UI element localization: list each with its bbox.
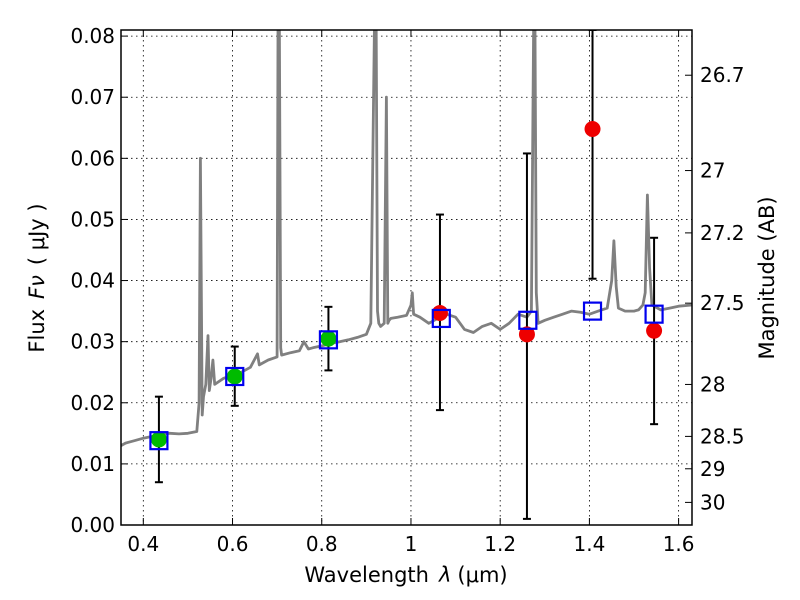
model-point xyxy=(149,431,169,451)
y-tick-label: 0.02 xyxy=(70,391,115,415)
y-tick-label: 0.06 xyxy=(70,146,115,170)
model-point xyxy=(225,366,245,387)
data-point xyxy=(518,326,535,343)
axes: 0.4 0.6 0.8 1 1.2 1.4 1.6 0.00 0.01 0.02 0.03 0.04 0… xyxy=(70,24,744,556)
y2-tick-label: 27.2 xyxy=(700,221,745,245)
plot-frame xyxy=(120,29,693,526)
y2-tick-label: 28 xyxy=(700,372,725,396)
x-axis-title: Wavelength λ (μm) xyxy=(304,563,507,587)
x-tick-label: 0.4 xyxy=(127,532,159,556)
x-tick-label: 1.6 xyxy=(663,532,695,556)
y-axis-title: FluxFν( μJy ) xyxy=(25,203,49,352)
x-tick-label: 1 xyxy=(405,532,418,556)
x-tick-label: 0.6 xyxy=(217,532,249,556)
y2-tick-label: 29 xyxy=(700,457,725,481)
model-point xyxy=(431,308,451,329)
y-tick-label: 0.00 xyxy=(70,513,115,537)
data-point xyxy=(226,368,243,385)
model-point xyxy=(518,310,538,330)
x-tick-label: 0.8 xyxy=(306,532,338,556)
x-tick-label: 1.4 xyxy=(573,532,605,556)
model-point xyxy=(644,304,664,324)
y-tick-label: 0.01 xyxy=(70,452,115,476)
data-point xyxy=(646,322,663,339)
data-point xyxy=(431,304,448,321)
x-tick-label: 1.2 xyxy=(484,532,516,556)
y2-tick-label: 27.5 xyxy=(700,291,745,315)
y2-tick-label: 26.7 xyxy=(700,63,745,87)
data-point xyxy=(150,431,167,448)
y2-tick-label: 28.5 xyxy=(700,424,745,448)
marker-layer xyxy=(149,121,664,451)
y-tick-label: 0.07 xyxy=(70,85,115,109)
y-tick-label: 0.08 xyxy=(70,24,115,48)
y-tick-label: 0.05 xyxy=(70,207,115,231)
y-tick-label: 0.03 xyxy=(70,330,115,354)
y-tick-label: 0.04 xyxy=(70,269,115,293)
model-point xyxy=(318,330,339,350)
model-point xyxy=(582,301,603,321)
y2-axis-title: Magnitude (AB) xyxy=(755,196,779,359)
data-point xyxy=(584,121,601,137)
grid xyxy=(121,30,692,526)
y2-tick-label: 27 xyxy=(700,159,725,183)
y2-tick-label: 30 xyxy=(700,490,725,514)
data-point xyxy=(320,330,337,347)
